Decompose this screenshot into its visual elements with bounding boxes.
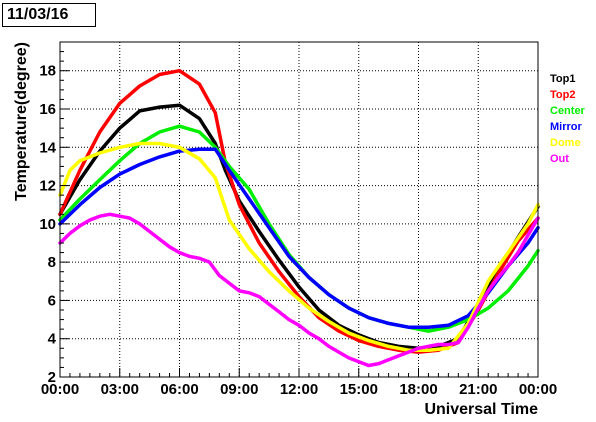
legend: Top1 Top2 Center Mirror Dome Out	[550, 73, 586, 165]
y-tick-label: 12	[39, 178, 56, 195]
y-tick-label: 16	[39, 101, 56, 118]
y-tick-label: 6	[48, 292, 56, 309]
x-tick-label: 21:00	[459, 381, 497, 398]
grid	[60, 42, 538, 378]
series-line-dome	[58, 141, 540, 352]
legend-entry-out: Out	[550, 153, 569, 165]
y-tick-label: 2	[48, 369, 56, 386]
x-tick-label: 09:00	[220, 381, 258, 398]
y-ticks: 2 4 6 8 10 12 14 16 18	[39, 41, 69, 386]
legend-entry-dome: Dome	[550, 137, 581, 149]
y-tick-label: 8	[48, 254, 56, 271]
x-axis-title: Universal Time	[424, 401, 538, 418]
series-lines	[58, 68, 540, 368]
x-tick-label: 15:00	[340, 381, 378, 398]
x-tick-label: 03:00	[101, 381, 139, 398]
x-tick-label: 00:00	[519, 381, 557, 398]
x-tick-label: 06:00	[160, 381, 198, 398]
y-axis-title: Temperature(degree)	[13, 42, 30, 201]
y-tick-label: 4	[48, 331, 57, 348]
x-ticks: 00:00 03:00 06:00 09:00 12:00 15:00 18:00 21:00…	[41, 368, 557, 398]
x-tick-label: 18:00	[399, 381, 437, 398]
y-tick-label: 18	[39, 63, 56, 80]
legend-entry-top1: Top1	[550, 73, 575, 85]
series-line-out	[58, 212, 540, 368]
legend-entry-top2: Top2	[550, 89, 575, 101]
y-tick-label: 14	[39, 139, 56, 156]
x-tick-label: 12:00	[280, 381, 318, 398]
date-label: 11/03/16	[2, 3, 96, 27]
legend-entry-mirror: Mirror	[550, 121, 583, 133]
legend-entry-center: Center	[550, 105, 586, 117]
x-tick-label: 00:00	[41, 381, 79, 398]
y-tick-label: 10	[39, 216, 56, 233]
series-line-mirror	[58, 147, 540, 329]
